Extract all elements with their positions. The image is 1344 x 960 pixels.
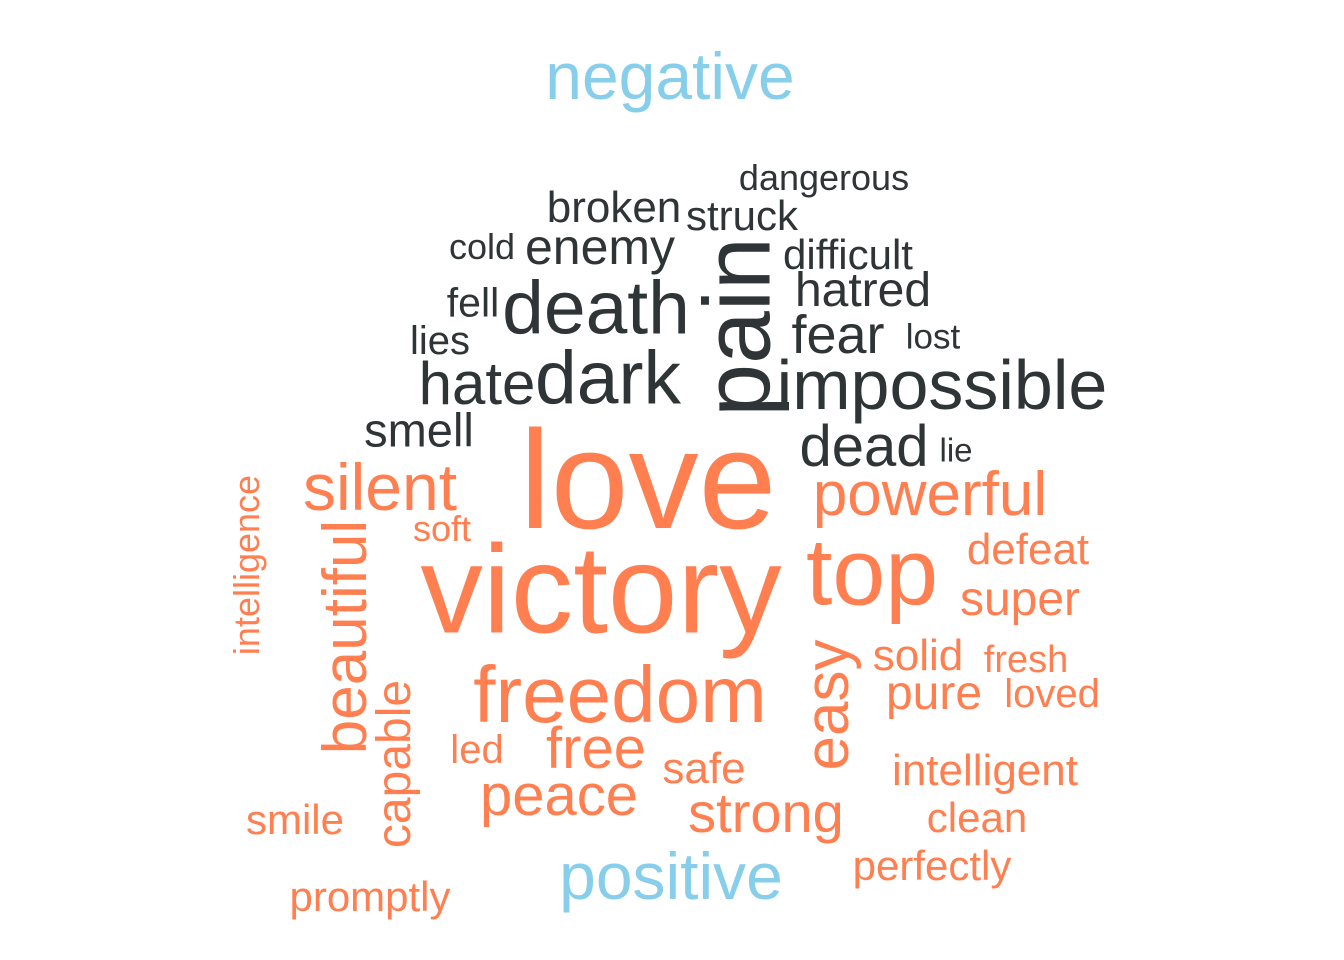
word-impossible: impossible [776,346,1108,424]
word-dead: dead [799,414,929,479]
word-enemy: enemy [524,219,676,275]
word-strong: strong [688,781,844,844]
word-led: led [450,728,504,772]
word-hatred: hatred [794,264,932,317]
word-smell: smell [364,403,474,457]
word-fell: fell [446,279,500,326]
group-label-positive: positive [559,839,783,913]
word-loved: loved [1004,672,1100,716]
word-lies: lies [409,319,471,363]
word-broken: broken [546,183,682,232]
word-perfectly: perfectly [852,842,1012,889]
word-dangerous: dangerous [738,157,910,198]
word-peace: peace [479,763,639,828]
word-freedom: freedom [473,650,767,739]
word-powerful: powerful [812,460,1048,529]
word-intelligent: intelligent [892,746,1078,795]
word-intelligence: intelligence [226,474,267,656]
word-fear: fear [791,305,885,365]
word-safe: safe [662,744,746,793]
word-pain: pain [684,237,791,417]
word-capable: capable [368,679,421,849]
word-death: death [502,265,690,350]
word-top: top [805,519,939,626]
group-label-negative: negative [545,39,795,113]
word-lie: lie [939,431,973,469]
word-struck: struck [685,192,799,239]
word-clean: clean [926,794,1028,841]
word-cold: cold [448,226,516,267]
word-free: free [546,716,646,781]
word-soft: soft [412,508,472,549]
word-silent: silent [302,450,458,524]
word-super: super [959,573,1081,626]
word-smile: smile [245,796,345,843]
word-victory: victory [420,520,782,660]
word-promptly: promptly [289,873,451,920]
word-solid: solid [872,631,964,680]
word-difficult: difficult [783,231,913,278]
word-lost: lost [905,317,961,357]
word-dark: dark [535,335,681,420]
word-love: love [519,401,777,558]
word-easy: easy [793,639,862,771]
word-hate: hate [418,350,536,417]
word-fresh: fresh [983,639,1069,681]
word-defeat: defeat [966,525,1090,574]
word-pure: pure [885,667,983,720]
